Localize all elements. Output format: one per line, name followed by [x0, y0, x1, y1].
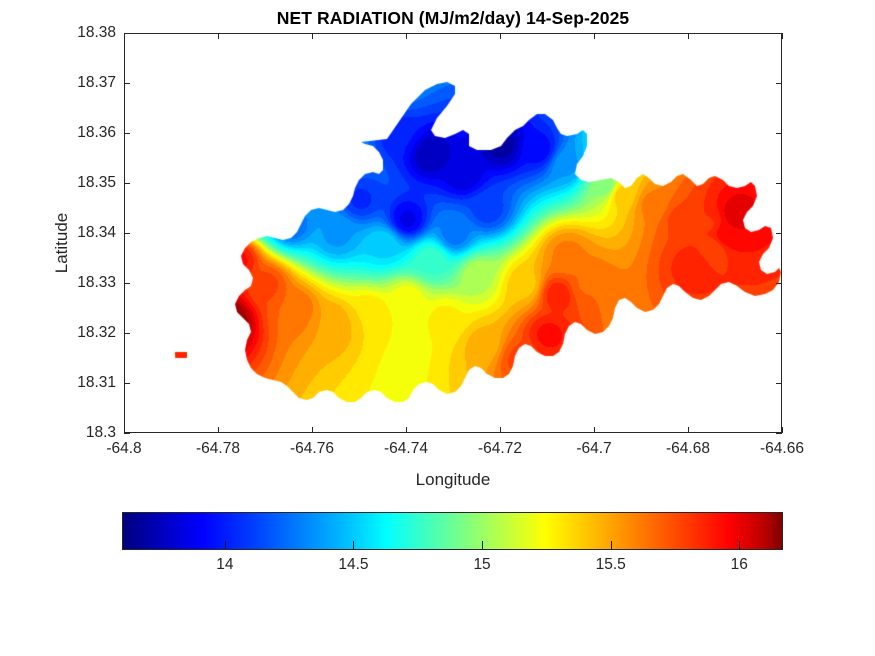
x-axis-tick: [688, 33, 689, 39]
x-axis-title: Longitude: [415, 470, 491, 489]
y-axis-tick-label: 18.3: [85, 424, 116, 441]
x-axis-tick: [782, 33, 783, 39]
colorbar-gradient: [122, 512, 783, 550]
y-axis-tick: [776, 83, 782, 84]
x-axis-tick-label: -64.7: [576, 440, 612, 457]
y-axis-tick-label: 18.36: [77, 124, 116, 141]
x-axis-tick-label: -64.74: [384, 440, 428, 457]
colorbar-tick-label: 15: [473, 556, 491, 573]
x-axis-tick-label: -64.66: [760, 440, 804, 457]
x-axis-tick-label: -64.78: [196, 440, 240, 457]
y-axis-tick: [124, 283, 130, 284]
y-axis-tick: [776, 383, 782, 384]
y-axis-tick: [124, 33, 130, 34]
y-axis-title: Latitude: [52, 212, 71, 274]
y-axis-tick-label: 18.35: [77, 174, 116, 191]
colorbar-tick-label: 14.5: [338, 556, 369, 573]
x-axis-tick: [218, 427, 219, 433]
y-axis-tick-label: 18.31: [77, 374, 116, 391]
colorbar-tick: [353, 541, 355, 549]
y-axis-tick: [776, 283, 782, 284]
y-axis-tick: [124, 183, 130, 184]
y-axis-tick: [776, 333, 782, 334]
x-axis-tick: [500, 427, 501, 433]
y-axis-tick-label: 18.32: [77, 324, 116, 341]
colorbar-tick: [739, 541, 741, 549]
x-axis-tick: [124, 33, 125, 39]
x-axis-tick: [594, 427, 595, 433]
y-axis-tick: [776, 183, 782, 184]
x-axis-tick: [782, 427, 783, 433]
y-axis-tick: [124, 133, 130, 134]
y-axis-tick: [124, 383, 130, 384]
x-axis-tick: [500, 33, 501, 39]
y-axis-tick: [124, 333, 130, 334]
y-axis-tick-label: 18.33: [77, 274, 116, 291]
x-axis-tick-label: -64.68: [666, 440, 710, 457]
x-axis-tick-label: -64.72: [478, 440, 522, 457]
y-axis-tick: [124, 433, 130, 434]
y-axis-tick: [776, 33, 782, 34]
map-axes: [124, 33, 783, 434]
x-axis-tick-label: -64.76: [290, 440, 334, 457]
y-axis-tick: [776, 433, 782, 434]
page-title: NET RADIATION (MJ/m2/day) 14-Sep-2025: [276, 8, 630, 28]
x-axis-tick: [594, 33, 595, 39]
y-axis-tick: [776, 133, 782, 134]
y-axis-tick: [776, 233, 782, 234]
colorbar-tick: [482, 541, 484, 549]
x-axis-tick: [124, 427, 125, 433]
colorbar: [122, 512, 783, 550]
y-axis-tick-label: 18.38: [77, 24, 116, 41]
y-axis-tick-label: 18.37: [77, 74, 116, 91]
y-axis-tick: [124, 233, 130, 234]
x-axis-tick: [312, 427, 313, 433]
colorbar-tick: [224, 541, 226, 549]
x-axis-tick-label: -64.8: [106, 440, 142, 457]
y-axis-tick-label: 18.34: [77, 224, 116, 241]
colorbar-tick-label: 15.5: [595, 556, 626, 573]
net-radiation-heatmap: [125, 34, 783, 434]
colorbar-tick-label: 14: [216, 556, 234, 573]
x-axis-tick: [406, 33, 407, 39]
x-axis-tick: [688, 427, 689, 433]
x-axis-tick: [406, 427, 407, 433]
x-axis-tick: [218, 33, 219, 39]
colorbar-tick: [610, 541, 612, 549]
y-axis-tick: [124, 83, 130, 84]
colorbar-tick-label: 16: [730, 556, 748, 573]
x-axis-tick: [312, 33, 313, 39]
